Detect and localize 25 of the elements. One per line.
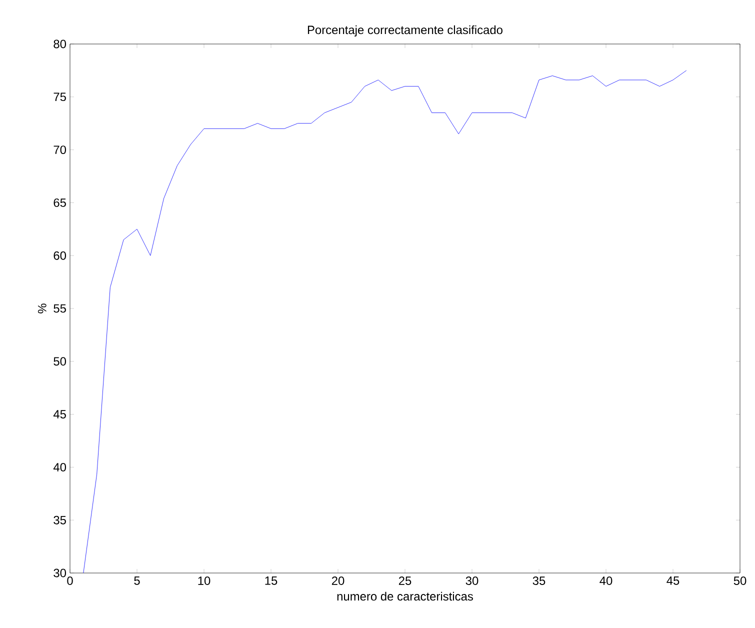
- x-axis-title: numero de caracteristicas: [337, 592, 473, 601]
- x-tick-label: 40: [600, 576, 612, 585]
- y-tick-label: 30: [54, 568, 66, 578]
- x-tick-label: 30: [466, 576, 478, 585]
- y-tick-label: 80: [54, 40, 66, 48]
- chart-title: Porcentaje correctamente clasificado: [308, 25, 502, 36]
- y-tick-label: 35: [54, 516, 66, 524]
- y-tick-label: 45: [53, 410, 66, 418]
- x-tick-label: 10: [198, 576, 210, 585]
- x-tick-label: 25: [398, 576, 412, 585]
- y-tick-label: 50: [54, 357, 66, 366]
- y-tick-label: 60: [54, 251, 66, 260]
- y-tick-label: 75: [54, 92, 66, 102]
- x-tick-label: 50: [734, 576, 746, 585]
- y-tick-label: 70: [54, 146, 66, 154]
- y-axis-title: %: [38, 304, 46, 314]
- x-tick-label: 45: [666, 576, 680, 585]
- x-tick-label: 0: [67, 576, 73, 585]
- x-tick-label: 20: [332, 576, 344, 585]
- y-tick-label: 40: [53, 462, 66, 472]
- y-tick-label: 55: [54, 304, 66, 313]
- x-tick-label: 5: [134, 576, 140, 585]
- x-tick-label: 15: [265, 576, 278, 585]
- x-tick-label: 35: [532, 576, 546, 585]
- y-tick-label: 65: [54, 198, 66, 207]
